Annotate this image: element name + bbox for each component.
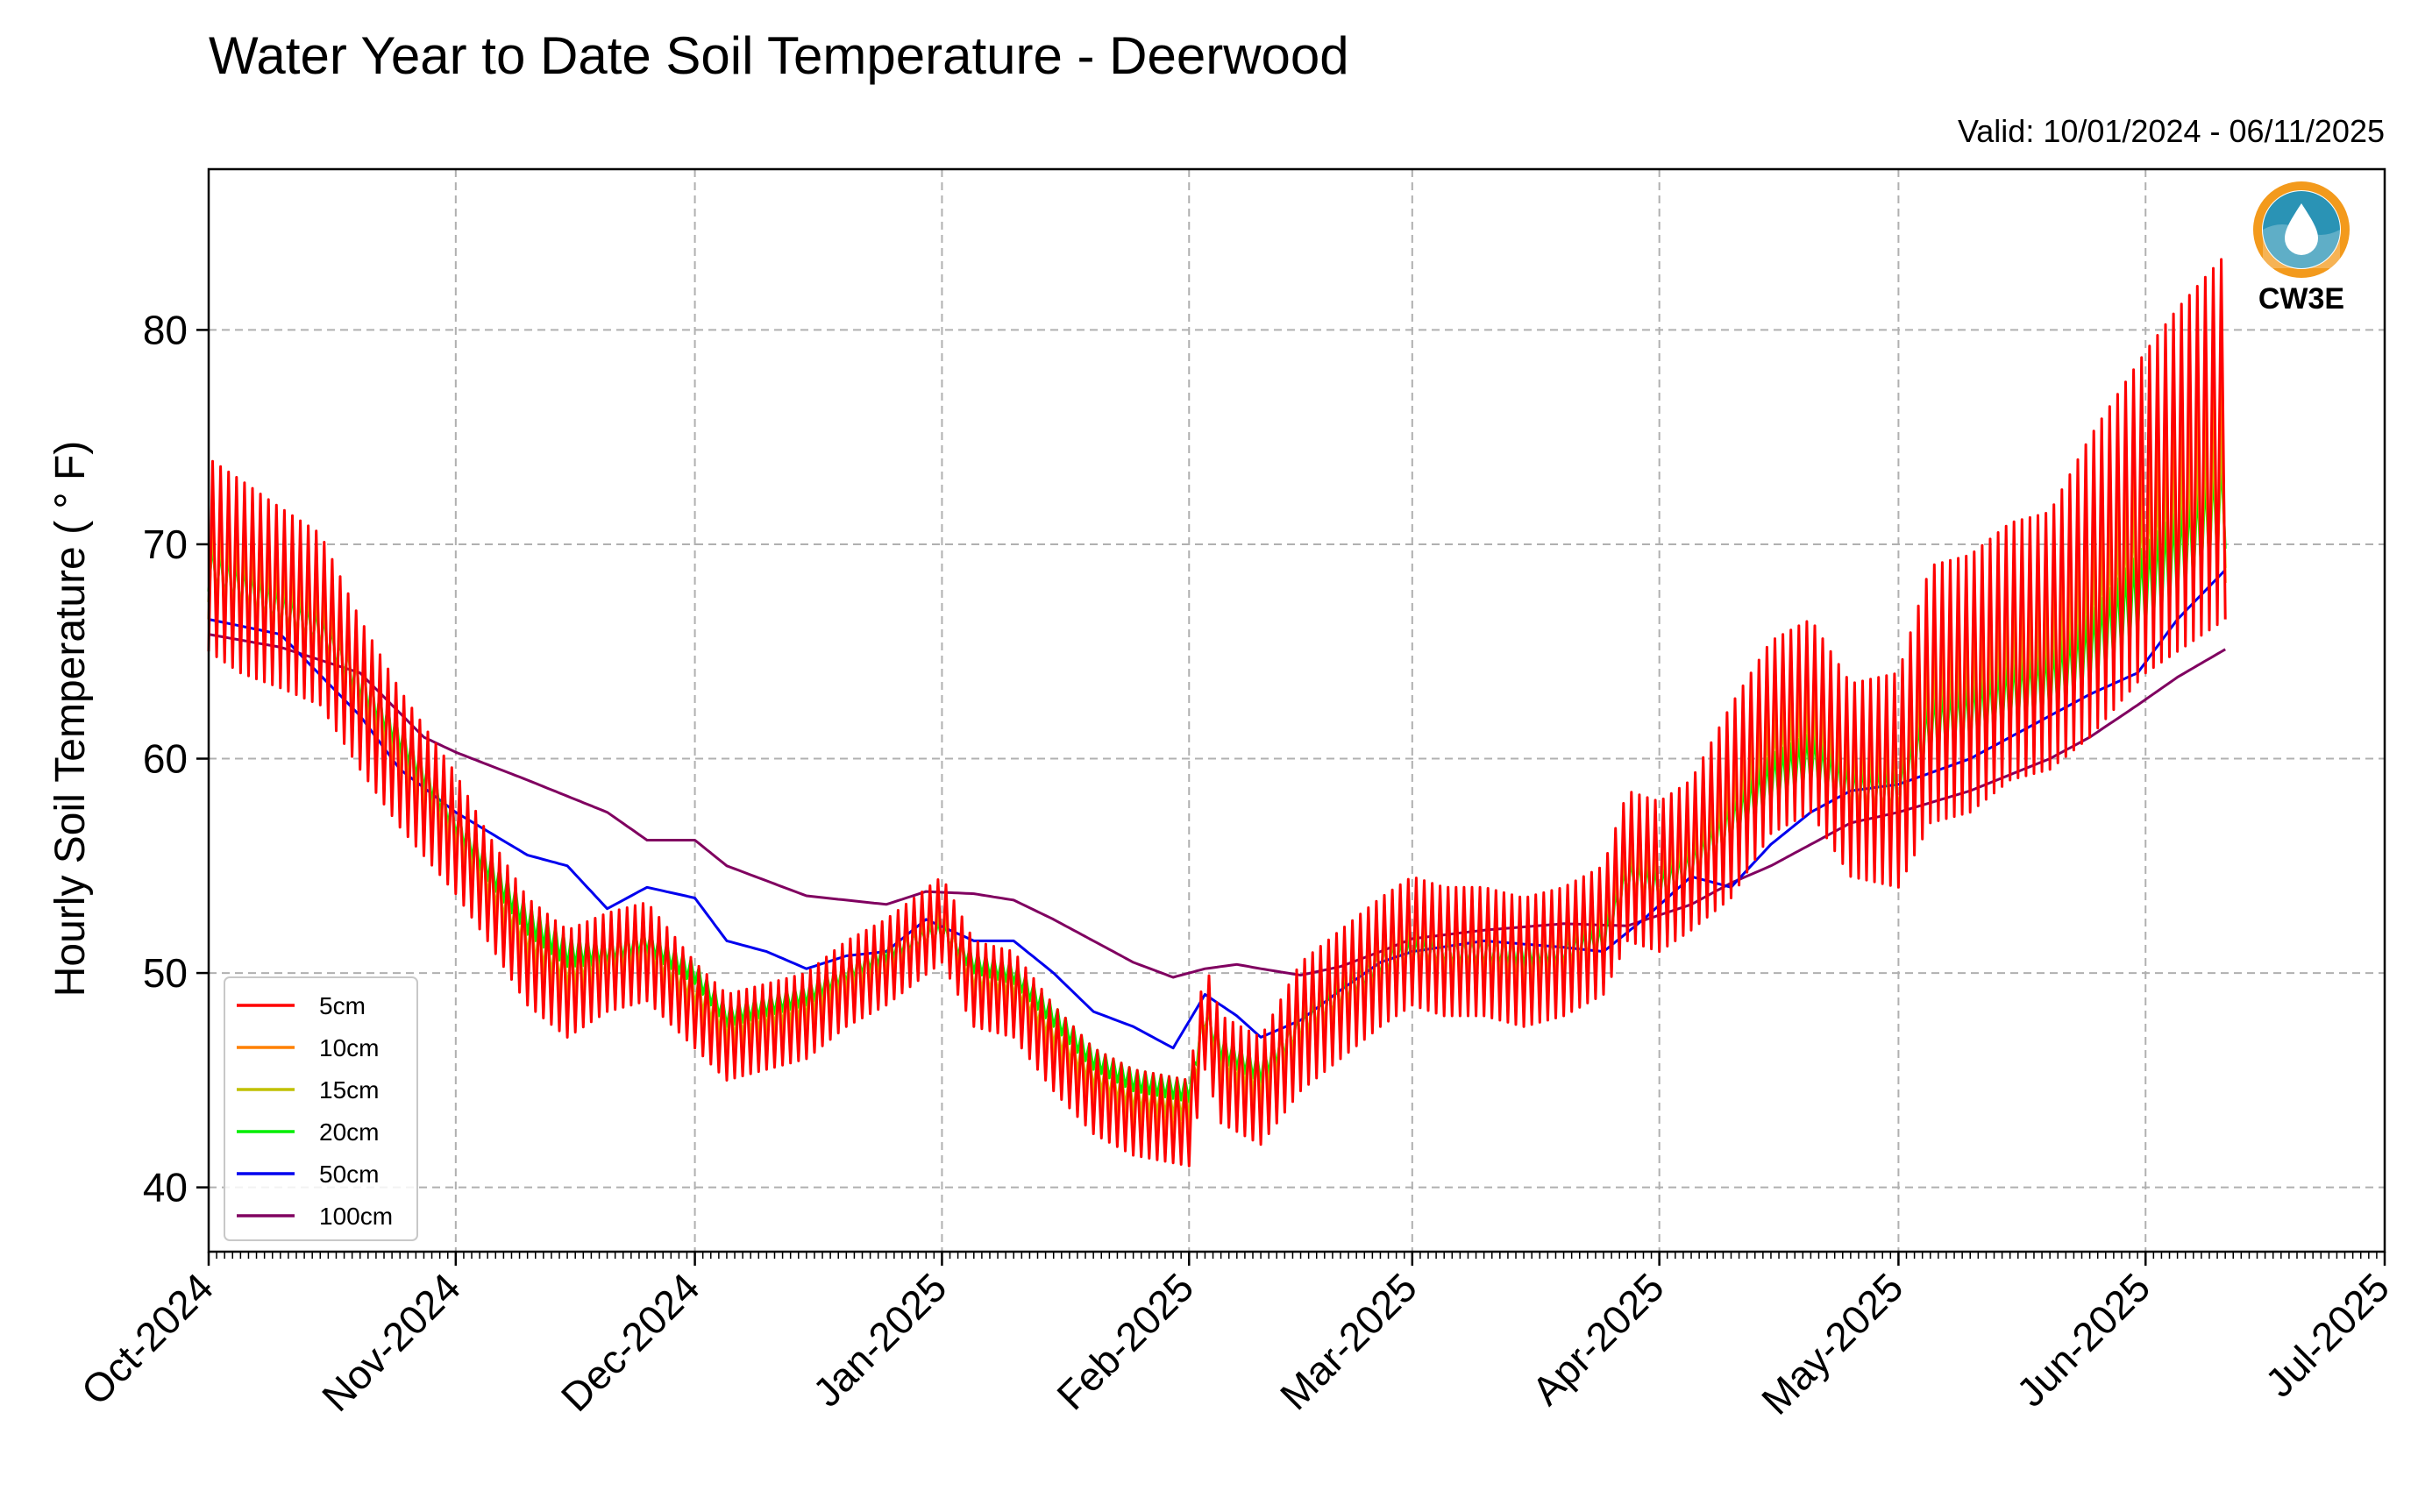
y-tick-label: 70 <box>143 522 188 567</box>
legend-label: 15cm <box>319 1076 379 1104</box>
chart-title: Water Year to Date Soil Temperature - De… <box>209 26 1349 85</box>
series-layer <box>207 258 2227 1168</box>
y-tick-label: 80 <box>143 307 188 352</box>
series-line-5cm <box>207 258 2227 1168</box>
legend-label: 5cm <box>319 992 366 1019</box>
y-axis-label: Hourly Soil Temperature ( ° F) <box>47 441 94 997</box>
legend: 5cm 10cm 15cm 20cm 50cm 100cm <box>224 976 418 1241</box>
plot-frame <box>207 167 2386 1253</box>
logo-ring-icon <box>2253 181 2350 278</box>
legend-label: 50cm <box>319 1161 379 1188</box>
legend-label: 10cm <box>319 1034 379 1061</box>
y-tick-label: 50 <box>143 950 188 996</box>
grid <box>208 169 2386 1252</box>
chart-subtitle: Valid: 10/01/2024 - 06/11/2025 <box>1958 113 2385 149</box>
cw3e-logo: CW3E <box>2253 181 2350 316</box>
legend-label: 20cm <box>319 1118 379 1146</box>
logo-text: CW3E <box>2258 282 2344 316</box>
legend-label: 100cm <box>319 1203 393 1230</box>
y-tick-label: 40 <box>143 1165 188 1210</box>
logo-drop-icon <box>2285 203 2318 255</box>
y-tick-label: 60 <box>143 736 188 782</box>
